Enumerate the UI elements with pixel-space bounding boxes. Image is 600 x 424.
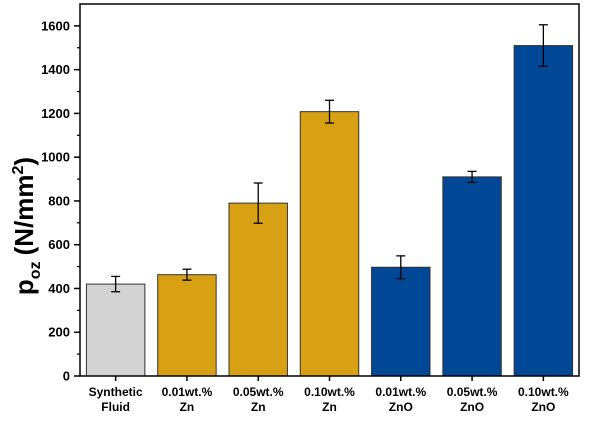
labels-layer: 0 200 400 600 800 1000 1200 1400 1600 Synthetic Fl… xyxy=(41,18,569,414)
bar xyxy=(513,45,574,377)
x-tick-label: 0.01wt.% Zn xyxy=(162,385,213,414)
x-tick-label-line: ZnO xyxy=(531,400,555,414)
x-tick-label: 0.05wt.% Zn xyxy=(233,385,284,414)
x-tick-label-line: 0.10wt.% xyxy=(518,385,569,399)
bar xyxy=(157,274,217,377)
y-axis-title-main: p xyxy=(9,279,39,295)
x-tick-label-line: 0.05wt.% xyxy=(233,385,284,399)
x-tick-label-line: Zn xyxy=(251,400,266,414)
x-tick-label-line: ZnO xyxy=(389,400,413,414)
y-axis-title-unit-suffix: ) xyxy=(9,157,39,166)
x-tick-label-line: Zn xyxy=(180,400,195,414)
x-tick-label: 0.10wt.% ZnO xyxy=(518,385,569,414)
x-tick-label-line: 0.10wt.% xyxy=(304,385,355,399)
x-tick-label-line: 0.05wt.% xyxy=(447,385,498,399)
y-tick-label: 1400 xyxy=(41,62,70,77)
x-tick-label-line: Synthetic xyxy=(89,385,143,399)
y-axis-title: poz (N/mm2) xyxy=(9,157,44,295)
x-tick-label: 0.05wt.% ZnO xyxy=(447,385,498,414)
x-tick-label: Synthetic Fluid xyxy=(89,385,143,414)
bar xyxy=(299,111,360,377)
y-tick-label: 1000 xyxy=(41,150,70,165)
x-tick-label-line: Fluid xyxy=(101,400,130,414)
bar xyxy=(371,266,431,377)
error-bars-layer xyxy=(111,24,548,293)
bar xyxy=(228,202,288,377)
y-tick-label: 600 xyxy=(48,237,70,252)
y-tick-label: 400 xyxy=(48,281,70,296)
bar xyxy=(442,176,502,377)
y-tick-label: 0 xyxy=(63,369,70,384)
x-tick-label-line: 0.01wt.% xyxy=(375,385,426,399)
y-tick-label: 800 xyxy=(48,193,70,208)
x-tick-label: 0.10wt.% Zn xyxy=(304,385,355,414)
y-axis-title-subscript: oz xyxy=(27,261,44,279)
y-axis-title-unit: (N/mm xyxy=(9,175,39,256)
x-tick-label: 0.01wt.% ZnO xyxy=(375,385,426,414)
axes-layer xyxy=(74,3,580,381)
bars-layer xyxy=(85,45,574,377)
y-tick-label: 1600 xyxy=(41,18,70,33)
bar xyxy=(85,283,146,377)
x-tick-label-line: 0.01wt.% xyxy=(162,385,213,399)
y-tick-label: 1200 xyxy=(41,106,70,121)
x-tick-label-line: ZnO xyxy=(460,400,484,414)
y-axis-title-unit-superscript: 2 xyxy=(10,166,27,175)
x-tick-label-line: Zn xyxy=(322,400,337,414)
y-tick-label: 200 xyxy=(48,325,70,340)
